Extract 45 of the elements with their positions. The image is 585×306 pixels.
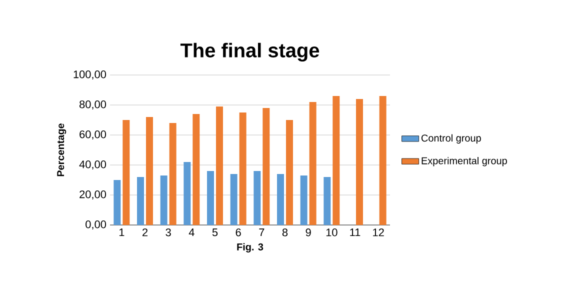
bar bbox=[137, 177, 144, 225]
bar bbox=[114, 180, 121, 225]
x-tick-label: 12 bbox=[373, 228, 384, 236]
x-tick-label: 9 bbox=[306, 228, 311, 236]
x-tick-label: 11 bbox=[350, 228, 360, 236]
bar bbox=[160, 176, 168, 225]
bar bbox=[356, 99, 363, 225]
y-tick-label: 20,00 bbox=[80, 190, 106, 200]
x-tick-label: 8 bbox=[282, 228, 288, 236]
bar bbox=[192, 114, 200, 225]
legend-label: Experimental group bbox=[422, 156, 507, 166]
x-tick-label: 3 bbox=[166, 228, 171, 236]
bar bbox=[300, 176, 308, 225]
x-tick-label: 10 bbox=[326, 228, 338, 236]
bar bbox=[277, 174, 284, 225]
x-axis-title: Fig. 3 bbox=[237, 243, 264, 252]
bar bbox=[239, 112, 246, 225]
y-tick-label: 80,00 bbox=[80, 100, 106, 110]
y-tick-label: 100,00 bbox=[74, 70, 106, 80]
x-tick-label: 4 bbox=[188, 228, 194, 236]
y-axis-title: Percentage bbox=[57, 123, 66, 176]
bar bbox=[207, 171, 214, 225]
x-tick-label: 1 bbox=[119, 228, 124, 236]
bar bbox=[122, 120, 130, 225]
x-tick-label: 6 bbox=[236, 228, 241, 236]
y-tick-label: 40,00 bbox=[79, 160, 106, 170]
bar bbox=[332, 96, 340, 225]
bar bbox=[286, 120, 293, 225]
x-tick-label: 2 bbox=[142, 228, 148, 236]
y-tick-label: 60,00 bbox=[80, 130, 106, 140]
bar bbox=[230, 174, 238, 225]
y-tick-label: 0,00 bbox=[86, 220, 106, 230]
bar bbox=[309, 102, 316, 225]
x-tick-label: 7 bbox=[259, 228, 264, 236]
bar bbox=[324, 177, 331, 225]
legend-label: Control group bbox=[421, 134, 481, 144]
bar bbox=[146, 117, 153, 225]
chart-title: The final stage bbox=[180, 42, 320, 62]
bar bbox=[184, 162, 191, 225]
bar bbox=[254, 171, 261, 225]
bar bbox=[169, 123, 176, 225]
bar bbox=[216, 106, 223, 225]
bar bbox=[379, 96, 386, 225]
bar bbox=[262, 108, 270, 225]
x-tick-label: 5 bbox=[212, 228, 218, 236]
